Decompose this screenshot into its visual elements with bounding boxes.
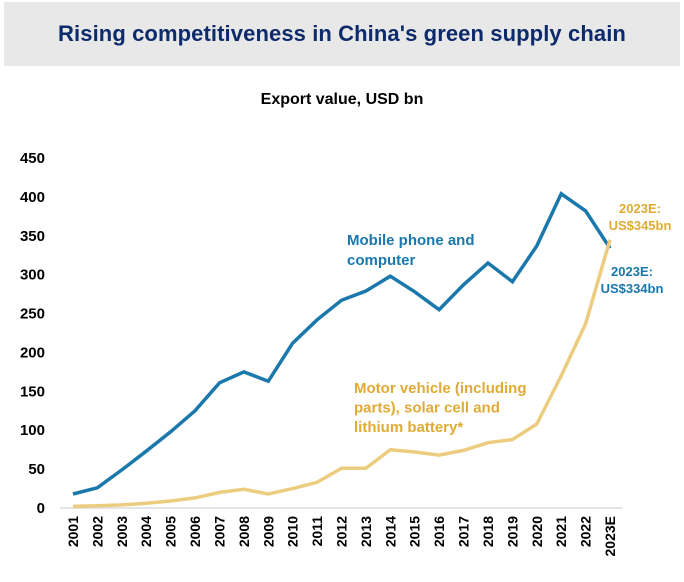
series-label-green-products: lithium battery* [354,419,463,436]
x-tick-label: 2023E [602,516,618,556]
series-line-mobile-computer [72,191,612,496]
x-tick-label: 2006 [187,516,203,547]
x-tick-label: 2020 [529,516,545,547]
x-tick-label: 2001 [65,516,81,547]
x-tick-label: 2012 [334,516,350,547]
page-title: Rising competitiveness in China's green … [58,21,626,46]
y-tick-label: 50 [28,461,45,478]
series-label-mobile-computer: Mobile phone and [347,232,475,249]
y-tick-label: 400 [20,189,45,206]
title-band: Rising competitiveness in China's green … [4,2,680,66]
x-tick-label: 2018 [480,516,496,547]
series-label-green-products: parts), solar cell and [354,400,500,417]
y-tick-label: 350 [20,228,45,245]
series-label-green-products: Motor vehicle (including [354,380,527,397]
y-tick-label: 100 [20,422,45,439]
x-tick-label: 2017 [456,516,472,547]
series-label-mobile-computer: computer [347,252,416,269]
x-tick-label: 2015 [407,516,423,547]
x-tick-label: 2003 [114,516,130,547]
end-annotation-mobile: 2023E: [611,264,653,279]
x-tick-label: 2009 [260,516,276,547]
series-line-green-products [72,239,612,509]
y-tick-label: 0 [37,500,45,517]
y-tick-label: 150 [20,383,45,400]
end-annotation-green: 2023E: [619,201,661,216]
x-tick-label: 2011 [309,516,325,547]
end-annotation-green: US$345bn [609,218,672,233]
x-tick-label: 2002 [89,516,105,547]
x-tick-label: 2022 [578,516,594,547]
x-tick-label: 2013 [358,516,374,547]
x-tick-label: 2019 [504,516,520,547]
chart-subtitle: Export value, USD bn [260,91,424,108]
y-tick-label: 300 [20,267,45,284]
x-tick-label: 2008 [236,516,252,547]
x-tick-label: 2010 [285,516,301,547]
x-tick-label: 2004 [138,516,154,547]
x-tick-label: 2014 [382,516,398,547]
x-tick-label: 2021 [553,516,569,547]
end-annotation-mobile: US$334bn [601,281,664,296]
y-tick-label: 450 [20,150,45,167]
x-tick-label: 2016 [431,516,447,547]
y-tick-label: 250 [20,306,45,323]
x-tick-label: 2005 [163,516,179,547]
x-tick-label: 2007 [211,516,227,547]
y-tick-label: 200 [20,344,45,361]
